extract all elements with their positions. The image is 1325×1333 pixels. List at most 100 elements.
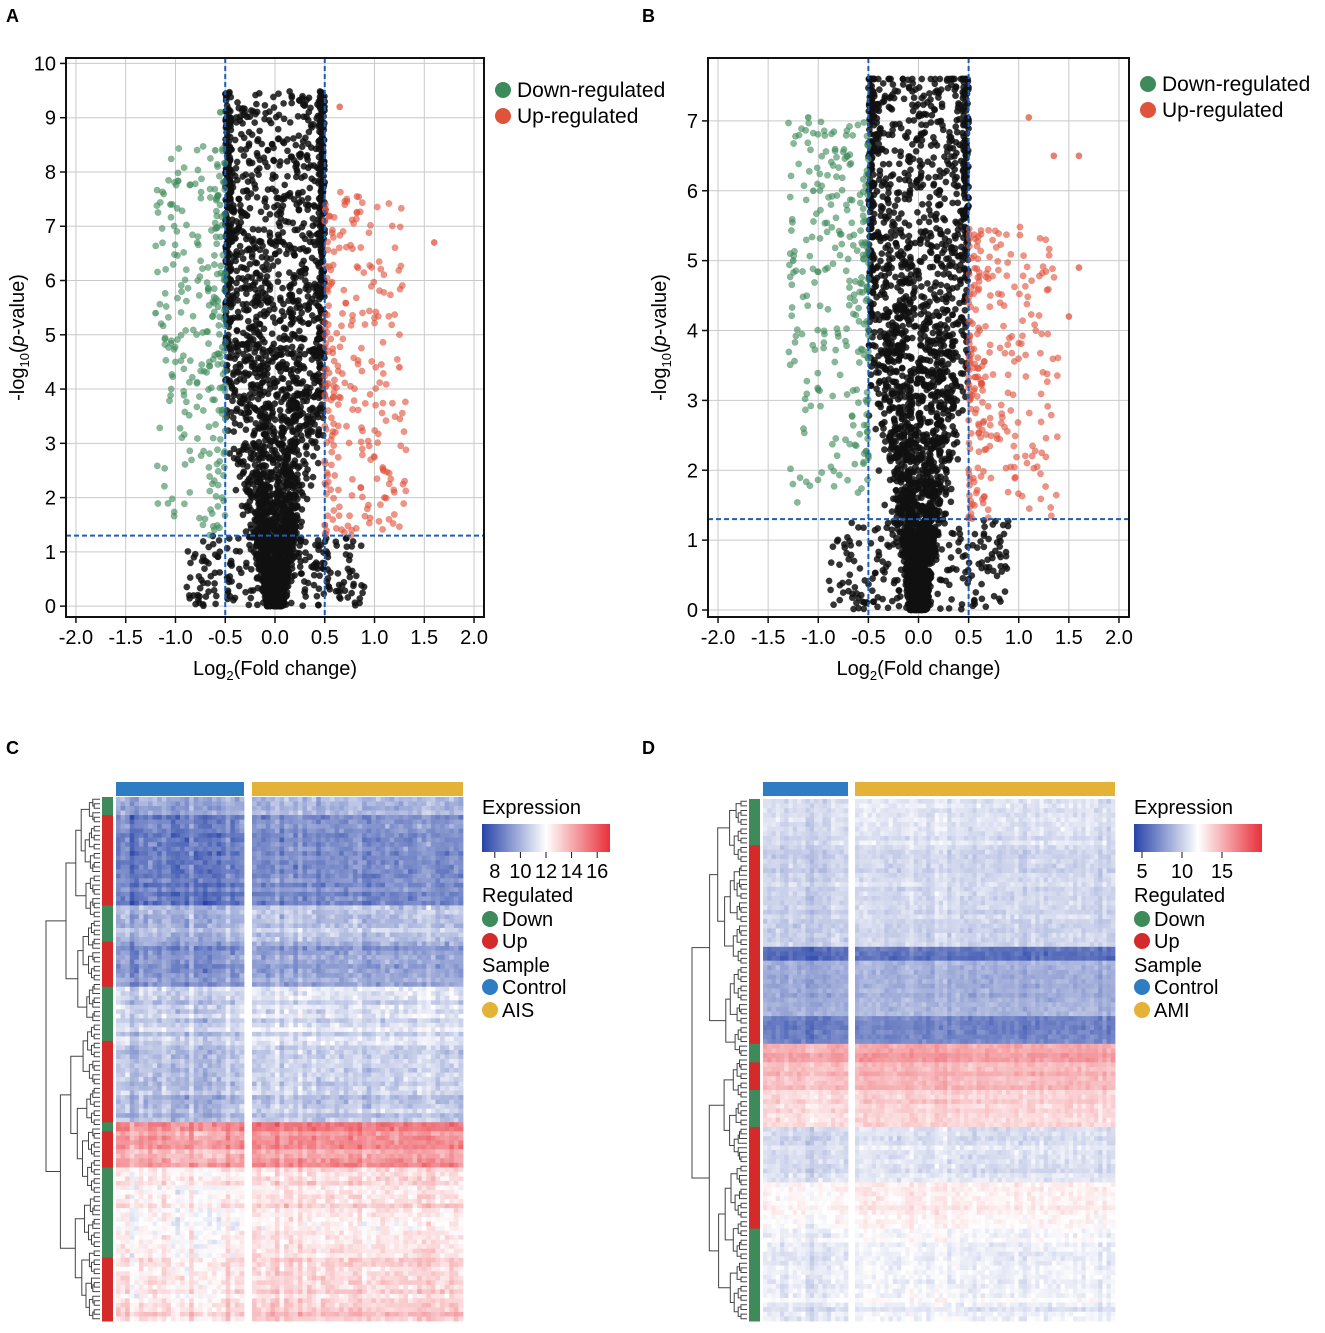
x-tick-label: -0.5 <box>208 627 242 649</box>
point-not-significant <box>344 565 352 573</box>
point-not-significant <box>294 112 302 120</box>
point-down-regulated <box>210 251 218 259</box>
point-not-significant <box>235 195 243 203</box>
point-not-significant <box>303 474 310 482</box>
point-not-significant <box>288 99 296 107</box>
point-down-regulated <box>165 344 173 351</box>
point-not-significant <box>250 440 258 448</box>
point-not-significant <box>942 491 950 498</box>
point-down-regulated <box>200 447 208 455</box>
point-up-regulated <box>389 520 397 527</box>
point-not-significant <box>235 104 243 112</box>
point-not-significant <box>294 424 302 432</box>
x-tick-label: 1.0 <box>361 627 389 649</box>
point-not-significant <box>260 325 268 333</box>
point-not-significant <box>286 87 294 95</box>
point-up-regulated <box>330 213 338 221</box>
point-not-significant <box>287 320 295 328</box>
y-tick-label: 7 <box>45 216 56 238</box>
point-not-significant <box>253 573 261 581</box>
point-not-significant <box>314 431 322 439</box>
point-down-regulated <box>197 188 205 196</box>
point-down-regulated <box>176 424 184 432</box>
point-not-significant <box>309 415 317 423</box>
point-not-significant <box>238 446 246 454</box>
point-up-regulated <box>360 269 368 277</box>
point-not-significant <box>356 595 364 602</box>
point-down-regulated <box>214 502 222 510</box>
point-up-regulated <box>352 294 360 302</box>
point-not-significant <box>296 351 303 359</box>
point-up-regulated <box>334 401 342 408</box>
point-up-regulated <box>327 461 335 469</box>
y-tick-label: 0 <box>45 596 56 618</box>
point-up-regulated <box>325 302 333 310</box>
point-not-significant <box>212 592 220 600</box>
point-down-regulated <box>205 463 213 471</box>
panel-label-d: D <box>642 738 655 758</box>
point-not-significant <box>894 196 902 204</box>
point-not-significant <box>302 443 310 451</box>
point-not-significant <box>266 239 274 246</box>
point-down-regulated <box>195 393 203 401</box>
point-not-significant <box>260 588 268 596</box>
y-tick-label: 1 <box>45 542 56 564</box>
point-down-regulated <box>214 360 222 368</box>
point-down-regulated <box>174 169 182 177</box>
point-down-regulated <box>214 350 222 358</box>
point-up-regulated <box>375 258 383 266</box>
point-not-significant <box>304 286 312 294</box>
point-up-regulated <box>358 445 366 453</box>
point-up-regulated <box>385 469 393 477</box>
point-not-significant <box>952 92 959 100</box>
point-down-regulated <box>177 331 185 339</box>
point-not-significant <box>239 399 246 407</box>
point-not-significant <box>289 493 297 501</box>
point-down-regulated <box>209 434 217 442</box>
point-not-significant <box>298 436 306 444</box>
point-not-significant <box>953 190 961 198</box>
point-down-regulated <box>189 312 197 320</box>
point-down-regulated <box>197 257 205 265</box>
point-not-significant <box>303 415 311 423</box>
point-not-significant <box>312 283 320 291</box>
point-not-significant <box>232 547 240 555</box>
point-not-significant <box>918 75 926 83</box>
point-not-significant <box>280 568 288 576</box>
point-not-significant <box>237 263 245 271</box>
point-not-significant <box>250 431 257 439</box>
point-not-significant <box>927 249 935 257</box>
point-up-regulated <box>379 399 387 407</box>
x-tick-label: 1.5 <box>410 627 438 649</box>
point-not-significant <box>276 406 284 414</box>
point-not-significant <box>281 181 289 189</box>
point-down-regulated <box>186 357 194 365</box>
point-not-significant <box>305 201 313 209</box>
point-not-significant <box>264 521 272 529</box>
point-not-significant <box>275 271 283 278</box>
point-up-regulated <box>401 398 409 406</box>
point-up-regulated <box>387 475 395 483</box>
point-up-regulated <box>395 523 403 531</box>
point-down-regulated <box>197 367 205 375</box>
point-not-significant <box>346 573 354 581</box>
x-tick-label: 0.0 <box>261 627 289 649</box>
point-not-significant <box>274 278 282 286</box>
point-up-regulated <box>365 229 373 237</box>
point-up-regulated <box>336 188 344 196</box>
point-not-significant <box>261 101 269 109</box>
point-up-regulated <box>336 231 344 239</box>
point-up-regulated <box>386 291 394 299</box>
point-up-regulated <box>345 439 353 447</box>
point-not-significant <box>296 97 304 105</box>
y-axis-label: -log10(p-value) <box>7 274 32 401</box>
point-down-regulated <box>198 175 205 183</box>
point-not-significant <box>279 358 287 366</box>
point-down-regulated <box>216 108 224 116</box>
point-not-significant <box>266 232 274 240</box>
point-not-significant <box>359 589 367 597</box>
point-not-significant <box>292 141 300 149</box>
point-down-regulated <box>214 192 222 200</box>
point-not-significant <box>918 200 926 208</box>
point-not-significant <box>269 171 277 179</box>
